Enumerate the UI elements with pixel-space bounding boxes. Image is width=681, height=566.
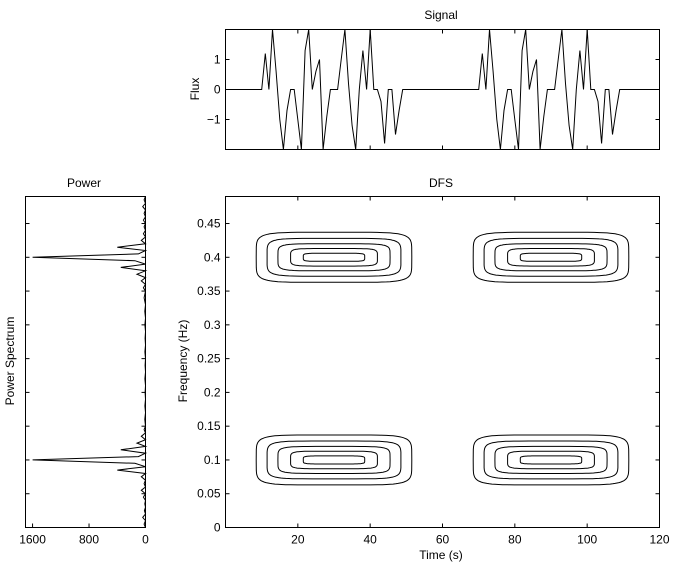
signal-lines xyxy=(225,29,660,150)
dfs-xtick-label: 120 xyxy=(649,533,669,547)
dfs-xlabel: Time (s) xyxy=(419,548,463,562)
dfs-contour-line xyxy=(266,237,402,277)
signal-ytick-label: 1 xyxy=(214,53,221,67)
signal-series-line xyxy=(225,29,660,150)
power-ylabel: Power Spectrum xyxy=(3,317,17,406)
dfs-title: DFS xyxy=(429,176,453,190)
dfs-contour-line xyxy=(277,243,391,272)
power-xtick-label: 1600 xyxy=(19,533,46,547)
power-xtick-label: 800 xyxy=(79,533,99,547)
dfs-contour-line xyxy=(255,434,413,486)
dfs-ytick-label: 0 xyxy=(214,521,221,535)
power-xticks: 1600 800 0 xyxy=(19,223,149,547)
dfs-ytick-label: 0.05 xyxy=(197,487,221,501)
signal-ytick-label: −1 xyxy=(207,113,221,127)
dfs-contour-line xyxy=(290,450,378,470)
dfs-contour-line xyxy=(472,434,630,486)
signal-ylabel: Flux xyxy=(188,78,202,101)
power-spectrum-line xyxy=(32,196,148,528)
dfs-ytick-label: 0.2 xyxy=(204,385,221,399)
dfs-contour-line xyxy=(277,445,391,474)
dfs-contour-line xyxy=(302,252,366,262)
power-xtick-label: 0 xyxy=(142,533,149,547)
dfs-contours xyxy=(255,231,630,486)
dfs-ytick-label: 0.1 xyxy=(204,453,221,467)
dfs-contour-line xyxy=(255,231,413,283)
signal-title: Signal xyxy=(424,8,457,22)
dfs-contour-line xyxy=(507,248,595,267)
dfs-xtick-label: 60 xyxy=(436,533,450,547)
dfs-contour-line xyxy=(483,440,619,480)
dfs-axes-frame xyxy=(225,196,660,528)
dfs-contour-line xyxy=(494,243,608,272)
power-panel: Power Power Spectrum 1600 800 0 xyxy=(3,176,149,547)
dfs-contour-line xyxy=(519,252,583,262)
dfs-ticks: 20 40 60 80 100 120 0 0.05 0.1 0.15 0.2 0.25 0.3 0.35… xyxy=(197,196,670,547)
power-line xyxy=(32,196,148,528)
dfs-panel: DFS Frequency (Hz) Time (s) 20 40 60 80 100 1… xyxy=(176,176,670,562)
signal-panel: Signal Flux −1 0 1 xyxy=(188,8,660,150)
dfs-contour-line xyxy=(507,450,595,470)
dfs-contour-line xyxy=(290,248,378,267)
dfs-ytick-label: 0.35 xyxy=(197,284,221,298)
signal-ytick-label: 0 xyxy=(214,83,221,97)
power-title: Power xyxy=(67,176,101,190)
dfs-contour-line xyxy=(483,237,619,277)
dfs-xtick-label: 40 xyxy=(363,533,377,547)
dfs-contour-line xyxy=(519,455,583,465)
dfs-contour-line xyxy=(302,455,366,465)
dfs-ylabel: Frequency (Hz) xyxy=(176,320,190,403)
dfs-xtick-label: 80 xyxy=(508,533,522,547)
dfs-ytick-label: 0.25 xyxy=(197,352,221,366)
dfs-ytick-label: 0.45 xyxy=(197,217,221,231)
dfs-xtick-label: 100 xyxy=(577,533,597,547)
dfs-xtick-label: 20 xyxy=(291,533,305,547)
dfs-contour-line xyxy=(494,445,608,474)
dfs-contour-line xyxy=(266,440,402,480)
dfs-ytick-label: 0.15 xyxy=(197,419,221,433)
dfs-contour-line xyxy=(472,231,630,283)
dfs-ytick-label: 0.4 xyxy=(204,250,221,264)
dfs-ytick-label: 0.3 xyxy=(204,318,221,332)
